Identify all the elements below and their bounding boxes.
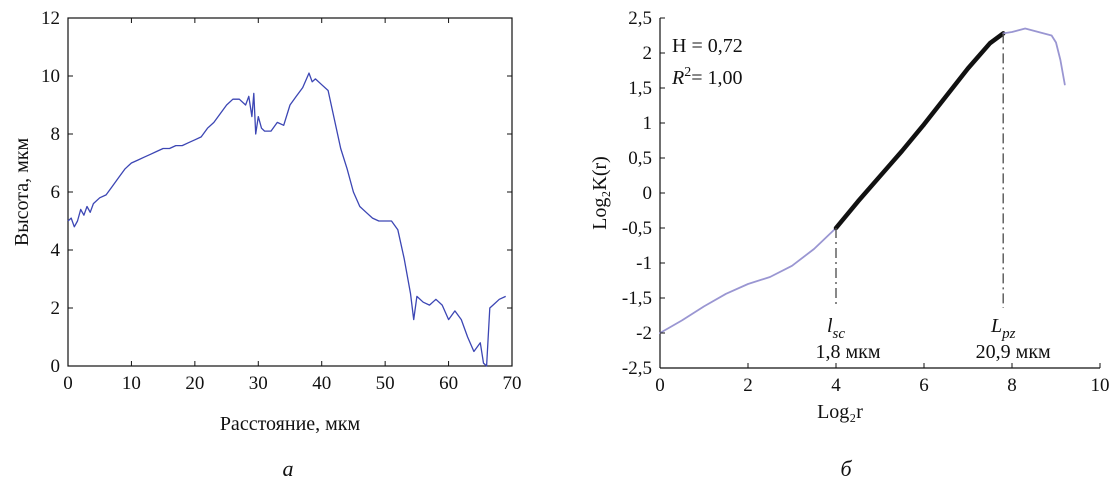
chart-a-series-line-0: [67, 72, 506, 367]
chart-b-x-axis-label: Log₂r: [817, 401, 863, 423]
chart-b-y-tick-label: 1,5: [628, 78, 652, 99]
chart-b-x-tick-label: 6: [919, 375, 929, 396]
chart-a: 0 10 20 30 40 50 60 70 0 2 4 6 8 10 12 Расстояние, мкм…: [11, 8, 522, 481]
chart-b-y-tick-label: 2,5: [628, 8, 652, 29]
chart-a-y-tick-label: 12: [41, 8, 60, 29]
chart-a-y-tick-label: 8: [51, 124, 61, 145]
chart-b-annotations: H = 0,72 R2= 1,00 lsc 1,8 мкм Lpz 20,9 м…: [671, 33, 1051, 363]
chart-a-y-tick-label: 0: [51, 356, 61, 377]
chart-b-y-tick-label: 0: [643, 183, 653, 204]
chart-b-panel-label: б: [840, 456, 852, 481]
lsc-label: lsc: [827, 315, 845, 342]
chart-b-y-tick-label: -2: [636, 323, 652, 344]
chart-a-x-tick-label: 0: [63, 373, 73, 394]
chart-b: 0 2 4 6 8 10 -2,5 -2 -1,5 -1 -0,5 0 0,5 1 1,5 2 2,5 H = …: [589, 8, 1110, 481]
chart-a-y-tick-label: 4: [51, 240, 61, 261]
chart-b-y-tick-label: -0,5: [622, 218, 652, 239]
chart-a-ticks: 0 10 20 30 40 50 60 70 0 2 4 6 8 10 12: [41, 8, 522, 394]
chart-a-panel-label: а: [283, 456, 294, 481]
chart-a-y-tick-label: 6: [51, 182, 61, 203]
chart-a-series-layer: [67, 72, 506, 367]
lpz-value: 20,9 мкм: [976, 341, 1051, 363]
chart-b-y-tick-label: -1,5: [622, 288, 652, 309]
chart-a-y-tick-label: 2: [51, 298, 61, 319]
chart-b-series-layer: [659, 27, 1066, 334]
chart-b-y-tick-label: 1: [643, 113, 653, 134]
chart-b-ticks: 0 2 4 6 8 10 -2,5 -2 -1,5 -1 -0,5 0 0,5 1 1,5 2 2,5: [622, 8, 1110, 396]
chart-b-x-tick-label: 10: [1091, 375, 1110, 396]
chart-a-x-tick-label: 30: [249, 373, 268, 394]
chart-b-y-tick-label: 0,5: [628, 148, 652, 169]
chart-a-x-tick-label: 40: [312, 373, 331, 394]
chart-b-y-axis-label: Log₂K(r): [589, 156, 611, 230]
chart-b-y-tick-label: 2: [643, 43, 653, 64]
chart-b-x-tick-label: 4: [831, 375, 841, 396]
r2-annotation: R2= 1,00: [671, 65, 743, 89]
chart-b-series-line-3: [1002, 27, 1066, 86]
chart-b-y-tick-label: -2,5: [622, 358, 652, 379]
chart-b-x-tick-label: 0: [655, 375, 665, 396]
chart-a-x-tick-label: 50: [376, 373, 395, 394]
chart-a-x-axis-label: Расстояние, мкм: [220, 413, 361, 435]
chart-a-x-tick-label: 20: [185, 373, 204, 394]
chart-b-series-line-2: [833, 31, 1006, 231]
lsc-value: 1,8 мкм: [815, 341, 880, 363]
chart-a-x-tick-label: 70: [503, 373, 522, 394]
h-annotation: H = 0,72: [672, 35, 743, 57]
chart-b-x-tick-label: 8: [1007, 375, 1017, 396]
chart-b-series-line-0: [659, 227, 837, 334]
chart-a-x-tick-label: 10: [122, 373, 141, 394]
chart-b-x-tick-label: 2: [743, 375, 753, 396]
lpz-label: Lpz: [990, 315, 1016, 342]
chart-a-y-tick-label: 10: [41, 66, 60, 87]
chart-a-x-tick-label: 60: [439, 373, 458, 394]
chart-a-y-axis-label: Высота, мкм: [11, 138, 33, 247]
chart-b-y-tick-label: -1: [636, 253, 652, 274]
